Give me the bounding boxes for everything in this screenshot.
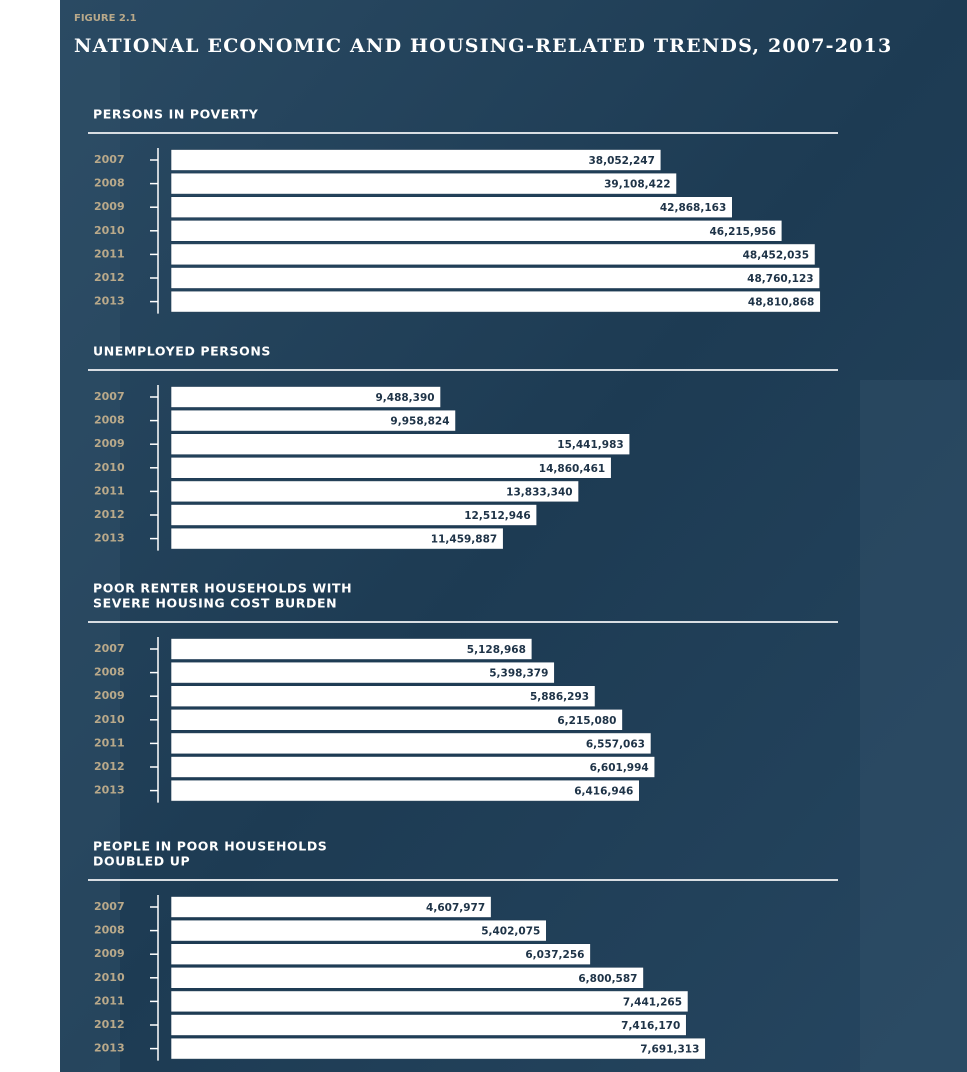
y-tick-label: 2013 [94,295,125,308]
value-label: 6,416,946 [574,786,633,798]
y-tick-label: 2011 [94,247,125,260]
y-tick-label: 2008 [94,924,125,937]
bar [171,757,655,778]
infographic: FIGURE 2.1 NATIONAL ECONOMIC AND HOUSING… [0,0,967,1072]
bar [171,220,782,241]
y-tick-label: 2007 [94,153,125,166]
y-tick-label: 2009 [94,947,125,960]
value-label: 7,691,313 [640,1044,699,1056]
value-label: 6,215,080 [557,715,616,727]
value-label: 14,860,461 [539,463,605,475]
bar [171,173,677,194]
value-label: 13,833,340 [506,486,572,498]
value-label: 48,760,123 [747,273,813,285]
value-label: 38,052,247 [588,155,654,167]
value-label: 5,402,075 [481,926,540,938]
bar [171,967,643,988]
panel-title: PERSONS IN POVERTY [93,107,259,122]
page: FIGURE 2.1 NATIONAL ECONOMIC AND HOUSING… [0,0,967,1072]
bar [171,991,688,1012]
y-tick-label: 2010 [94,461,125,474]
y-tick-label: 2007 [94,642,125,655]
bar [171,197,732,218]
y-tick-label: 2008 [94,414,125,427]
value-label: 48,810,868 [748,297,814,309]
y-tick-label: 2013 [94,1042,125,1055]
bar [171,244,815,265]
building-shade [60,40,120,1072]
y-tick-label: 2009 [94,689,125,702]
value-label: 6,037,256 [525,949,584,961]
building-shade [860,380,967,1072]
panel-title: PEOPLE IN POOR HOUSEHOLDS [93,839,327,854]
value-label: 7,416,170 [621,1020,680,1032]
panel-title: DOUBLED UP [93,854,190,869]
value-label: 9,958,824 [390,416,449,428]
bar [171,780,639,801]
y-tick-label: 2010 [94,224,125,237]
y-tick-label: 2012 [94,271,125,284]
bar [171,709,622,730]
value-label: 15,441,983 [557,439,623,451]
value-label: 9,488,390 [375,392,434,404]
panel-title: UNEMPLOYED PERSONS [93,344,271,359]
value-label: 11,459,887 [431,534,497,546]
value-label: 42,868,163 [660,202,726,214]
bar [171,1038,705,1059]
value-label: 6,557,063 [586,738,645,750]
y-tick-label: 2013 [94,784,125,797]
panel-title: SEVERE HOUSING COST BURDEN [93,596,337,611]
y-tick-label: 2007 [94,390,125,403]
value-label: 12,512,946 [464,510,530,522]
figure-label: FIGURE 2.1 [74,13,137,24]
y-tick-label: 2013 [94,532,125,545]
y-tick-label: 2009 [94,437,125,450]
bar [171,733,651,754]
y-tick-label: 2009 [94,200,125,213]
y-tick-label: 2010 [94,971,125,984]
bar [171,268,820,289]
y-tick-label: 2007 [94,900,125,913]
value-label: 7,441,265 [623,996,682,1008]
value-label: 5,398,379 [489,668,548,680]
value-label: 46,215,956 [709,226,775,238]
figure-title: NATIONAL ECONOMIC AND HOUSING-RELATED TR… [74,35,892,57]
y-tick-label: 2011 [94,484,125,497]
panel-title: POOR RENTER HOUSEHOLDS WITH [93,581,352,596]
y-tick-label: 2012 [94,1018,125,1031]
value-label: 5,886,293 [530,691,589,703]
y-tick-label: 2012 [94,508,125,521]
bar [171,1015,686,1036]
y-tick-label: 2011 [94,736,125,749]
bar [171,150,661,171]
y-tick-label: 2010 [94,713,125,726]
value-label: 5,128,968 [467,644,526,656]
value-label: 39,108,422 [604,179,670,191]
bar [171,291,820,312]
value-label: 6,800,587 [578,973,637,985]
value-label: 6,601,994 [590,762,649,774]
value-label: 4,607,977 [426,902,485,914]
y-tick-label: 2008 [94,666,125,679]
value-label: 48,452,035 [743,249,809,261]
y-tick-label: 2011 [94,994,125,1007]
y-tick-label: 2008 [94,177,125,190]
y-tick-label: 2012 [94,760,125,773]
